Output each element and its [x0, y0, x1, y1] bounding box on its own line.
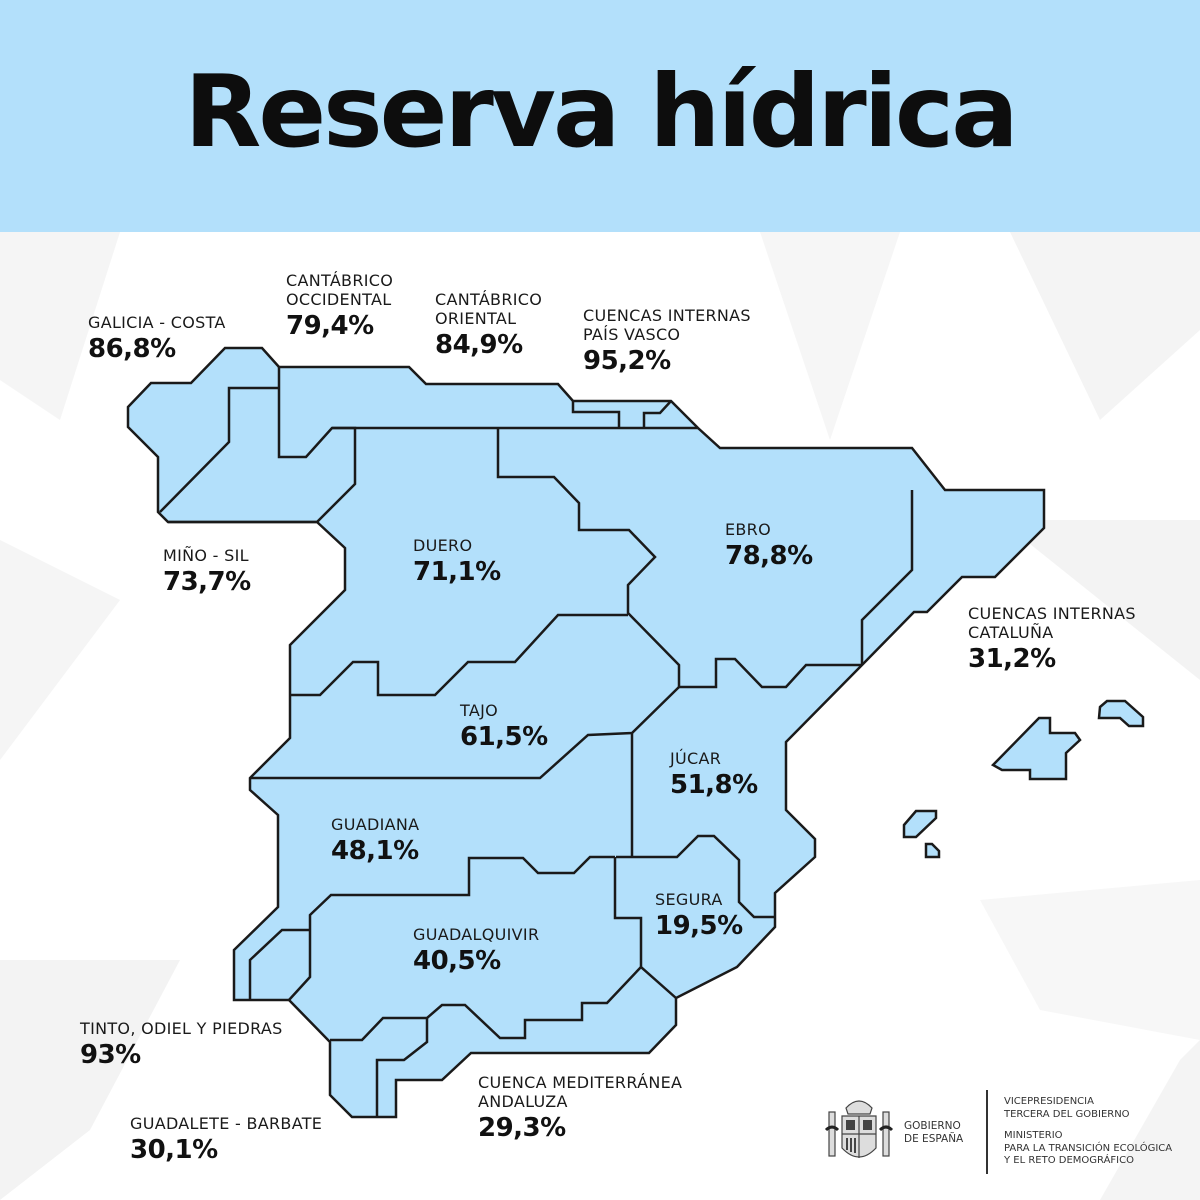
border-pais-vasco-a	[571, 401, 621, 428]
header-band: Reserva hídrica	[0, 0, 1200, 232]
basin-name: GUADALQUIVIR	[413, 925, 540, 944]
basin-value: 29,3%	[478, 1113, 566, 1143]
basin-value: 84,9%	[435, 330, 523, 360]
basin-value: 40,5%	[413, 946, 501, 976]
gobierno-text: GOBIERNO DE ESPAÑA	[904, 1120, 964, 1145]
basin-name: TINTO, ODIEL Y PIEDRAS	[80, 1019, 283, 1038]
basin-name: GALICIA - COSTA	[88, 313, 226, 332]
government-logo: GOBIERNO DE ESPAÑA VICEPRESIDENCIA TERCE…	[822, 1088, 1192, 1178]
basin-value: 73,7%	[163, 567, 251, 597]
basin-name: CUENCAS INTERNAS CATALUÑA	[968, 604, 1136, 642]
basin-value: 95,2%	[583, 346, 671, 376]
ministerio-text: MINISTERIO PARA LA TRANSICIÓN ECOLÓGICA …	[1004, 1130, 1173, 1166]
basin-name: EBRO	[725, 520, 771, 539]
label-segura: SEGURA 19,5%	[655, 890, 743, 939]
basin-value: 61,5%	[460, 722, 548, 752]
basin-value: 48,1%	[331, 836, 419, 866]
label-duero: DUERO 71,1%	[413, 536, 501, 585]
basin-value: 93%	[80, 1040, 141, 1070]
basin-value: 79,4%	[286, 311, 374, 341]
border-segura	[616, 834, 775, 919]
ministry-text: VICEPRESIDENCIA TERCERA DEL GOBIERNO MIN…	[1004, 1096, 1172, 1168]
label-cantabrico-occidental: CANTÁBRICO OCCIDENTAL 79,4%	[286, 271, 393, 339]
border-cataluna	[860, 490, 914, 665]
basin-value: 71,1%	[413, 557, 501, 587]
basin-name: GUADALETE - BARBATE	[130, 1114, 323, 1133]
basin-name: CANTÁBRICO ORIENTAL	[435, 290, 543, 328]
label-tinto-odiel-piedras: TINTO, ODIEL Y PIEDRAS 93%	[80, 1019, 283, 1068]
label-ebro: EBRO 78,8%	[725, 520, 813, 569]
basin-name: MIÑO - SIL	[163, 546, 249, 565]
logo-divider	[986, 1090, 988, 1174]
label-mino-sil: MIÑO - SIL 73,7%	[163, 546, 251, 595]
border-guadalete	[375, 1018, 429, 1117]
basin-name: JÚCAR	[670, 749, 722, 768]
basin-value: 86,8%	[88, 334, 176, 364]
basin-name: SEGURA	[655, 890, 723, 909]
basin-name: CUENCA MEDITERRÁNEA ANDALUZA	[478, 1073, 683, 1111]
vicepresidencia-text: VICEPRESIDENCIA TERCERA DEL GOBIERNO	[1004, 1096, 1130, 1120]
basin-value: 19,5%	[655, 911, 743, 941]
label-tajo: TAJO 61,5%	[460, 701, 548, 750]
border-mediterranea	[330, 966, 642, 1042]
label-cantabrico-oriental: CANTÁBRICO ORIENTAL 84,9%	[435, 290, 542, 358]
page-title: Reserva hídrica	[184, 53, 1018, 170]
border-pais-vasco-b	[642, 400, 672, 428]
coat-of-arms-icon	[824, 1100, 894, 1158]
basin-name: TAJO	[460, 701, 498, 720]
label-guadiana: GUADIANA 48,1%	[331, 815, 419, 864]
island-ibiza	[902, 809, 938, 839]
basin-value: 30,1%	[130, 1135, 218, 1165]
basin-name: CUENCAS INTERNAS PAÍS VASCO	[583, 306, 751, 344]
basin-name: DUERO	[413, 536, 473, 555]
border-segura-west	[613, 857, 677, 999]
background-pattern	[0, 232, 1200, 1200]
border-duero-ebro	[496, 428, 862, 689]
border-guadalquivir	[288, 855, 615, 1001]
basin-value: 31,2%	[968, 644, 1056, 674]
label-pais-vasco: CUENCAS INTERNAS PAÍS VASCO 95,2%	[583, 306, 751, 374]
island-formentera	[924, 842, 941, 859]
label-galicia-costa: GALICIA - COSTA 86,8%	[88, 313, 226, 362]
basin-name: CANTÁBRICO OCCIDENTAL	[286, 271, 394, 309]
label-guadalquivir: GUADALQUIVIR 40,5%	[413, 925, 539, 974]
border-duero-tajo	[290, 613, 628, 697]
basin-value: 51,8%	[670, 770, 758, 800]
label-cataluna: CUENCAS INTERNAS CATALUÑA 31,2%	[968, 604, 1136, 672]
border-mino-sil	[159, 386, 279, 513]
label-guadalete-barbate: GUADALETE - BARBATE 30,1%	[130, 1114, 322, 1163]
border-tinto	[248, 928, 310, 1000]
island-mallorca	[990, 716, 1082, 781]
border-tajo-jucar	[250, 686, 680, 780]
basin-name: GUADIANA	[331, 815, 420, 834]
label-jucar: JÚCAR 51,8%	[670, 749, 758, 798]
label-mediterranea-andaluza: CUENCA MEDITERRÁNEA ANDALUZA 29,3%	[478, 1073, 682, 1141]
mainland-outline	[126, 346, 1046, 1119]
basin-value: 78,8%	[725, 541, 813, 571]
island-menorca	[1097, 699, 1145, 728]
